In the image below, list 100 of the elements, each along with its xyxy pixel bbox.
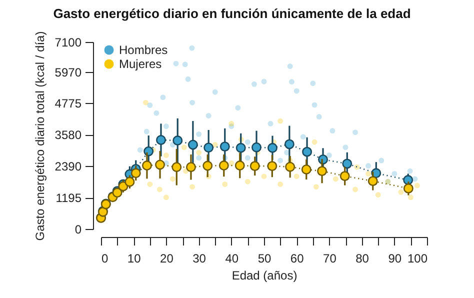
x-tick-label: 10 bbox=[127, 252, 142, 266]
point bbox=[137, 147, 143, 153]
x-tick-label: 80 bbox=[356, 252, 370, 266]
point bbox=[284, 139, 294, 150]
point bbox=[172, 136, 183, 146]
x-tick-label: 20 bbox=[160, 252, 174, 266]
point bbox=[403, 183, 414, 194]
point bbox=[212, 89, 218, 95]
point bbox=[252, 142, 262, 152]
point bbox=[261, 78, 267, 84]
point bbox=[342, 158, 352, 169]
point bbox=[352, 130, 358, 136]
point bbox=[294, 88, 300, 94]
x-tick-label: 100 bbox=[407, 252, 428, 266]
point bbox=[407, 168, 413, 174]
point bbox=[261, 174, 267, 180]
point bbox=[332, 176, 338, 182]
point bbox=[236, 142, 246, 153]
point bbox=[218, 160, 229, 170]
point bbox=[196, 150, 202, 156]
point bbox=[288, 79, 294, 85]
point bbox=[156, 135, 166, 145]
point bbox=[220, 142, 230, 152]
point bbox=[156, 186, 162, 192]
point bbox=[378, 158, 384, 164]
legend-label: Hombres bbox=[119, 43, 168, 57]
point bbox=[287, 63, 293, 69]
y-tick-label: 5970 bbox=[54, 65, 82, 80]
point bbox=[147, 102, 153, 108]
y-tick-label: 4775 bbox=[54, 96, 82, 111]
point bbox=[212, 142, 218, 148]
point bbox=[285, 162, 296, 172]
y-axis-title: Gasto energético diario total (kcal / día) bbox=[32, 31, 47, 241]
x-tick-label: 70 bbox=[323, 252, 337, 266]
point bbox=[340, 171, 350, 182]
point bbox=[313, 184, 319, 190]
point bbox=[173, 60, 179, 66]
point bbox=[312, 139, 318, 145]
point bbox=[185, 76, 191, 82]
point bbox=[155, 160, 165, 170]
point bbox=[302, 146, 312, 157]
point bbox=[398, 189, 404, 195]
point bbox=[278, 158, 284, 164]
point bbox=[352, 186, 358, 192]
point bbox=[172, 162, 182, 172]
point bbox=[154, 110, 160, 116]
point bbox=[228, 160, 234, 166]
point bbox=[244, 155, 250, 161]
point bbox=[312, 102, 318, 108]
point bbox=[181, 144, 187, 150]
point bbox=[392, 170, 398, 176]
point bbox=[326, 152, 332, 158]
point bbox=[160, 94, 166, 100]
point bbox=[142, 160, 152, 170]
point bbox=[163, 194, 169, 200]
y-tick-label: 2390 bbox=[54, 160, 82, 174]
point bbox=[124, 176, 135, 187]
point bbox=[342, 144, 348, 150]
x-axis-title: Edad (años) bbox=[232, 268, 298, 282]
point bbox=[142, 100, 148, 106]
point bbox=[188, 140, 198, 150]
y-tick-label: 0 bbox=[74, 222, 82, 236]
point bbox=[375, 192, 381, 198]
point bbox=[235, 105, 241, 111]
x-tick-label: 60 bbox=[290, 252, 304, 266]
point bbox=[366, 163, 372, 169]
point bbox=[368, 176, 378, 186]
point bbox=[244, 178, 250, 184]
point bbox=[330, 128, 336, 134]
point bbox=[408, 194, 414, 200]
y-tick-label: 7100 bbox=[54, 36, 82, 50]
point bbox=[250, 161, 260, 172]
point bbox=[147, 181, 153, 187]
x-tick-label: 40 bbox=[225, 252, 239, 266]
point bbox=[267, 142, 278, 153]
point bbox=[234, 160, 245, 170]
point bbox=[189, 45, 195, 51]
point bbox=[206, 113, 212, 118]
point bbox=[202, 160, 213, 171]
x-tick-label: 50 bbox=[258, 252, 272, 266]
point bbox=[300, 134, 306, 140]
point bbox=[130, 168, 141, 178]
point bbox=[316, 114, 322, 120]
point bbox=[204, 142, 214, 153]
point bbox=[310, 80, 316, 86]
point bbox=[144, 128, 150, 134]
point bbox=[190, 184, 196, 190]
point bbox=[163, 124, 169, 130]
point bbox=[317, 166, 328, 176]
point bbox=[267, 161, 278, 172]
point bbox=[366, 170, 372, 176]
point bbox=[294, 174, 300, 180]
point bbox=[244, 139, 250, 145]
y-tick-label: 1195 bbox=[56, 191, 82, 206]
point bbox=[278, 181, 284, 187]
x-tick-label: 0 bbox=[102, 252, 108, 266]
point bbox=[228, 120, 234, 126]
point bbox=[414, 182, 420, 188]
x-tick-label: 30 bbox=[192, 252, 206, 266]
legend-label: Mujeres bbox=[119, 57, 162, 71]
